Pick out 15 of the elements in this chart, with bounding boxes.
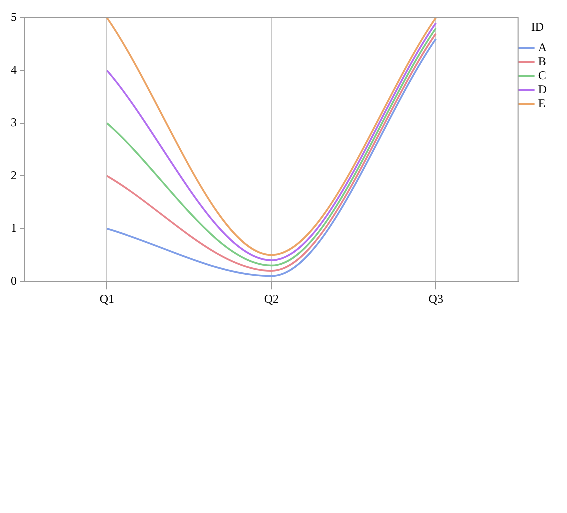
legend-label: A [538,40,548,55]
x-tick-label: Q1 [100,292,115,306]
y-tick-label: 4 [11,62,17,77]
legend-label: E [538,96,546,111]
x-tick-label: Q2 [264,292,280,306]
legend-title: ID [531,20,544,34]
x-tick-label: Q3 [428,292,444,306]
y-tick-label: 2 [11,168,17,182]
y-tick-label: 5 [11,10,17,24]
legend-label: C [538,68,546,83]
legend-label: B [538,54,546,69]
legend-label: D [538,82,548,97]
y-tick-label: 3 [11,116,17,130]
y-tick-label: 1 [11,221,17,236]
y-tick-label: 0 [11,274,17,288]
